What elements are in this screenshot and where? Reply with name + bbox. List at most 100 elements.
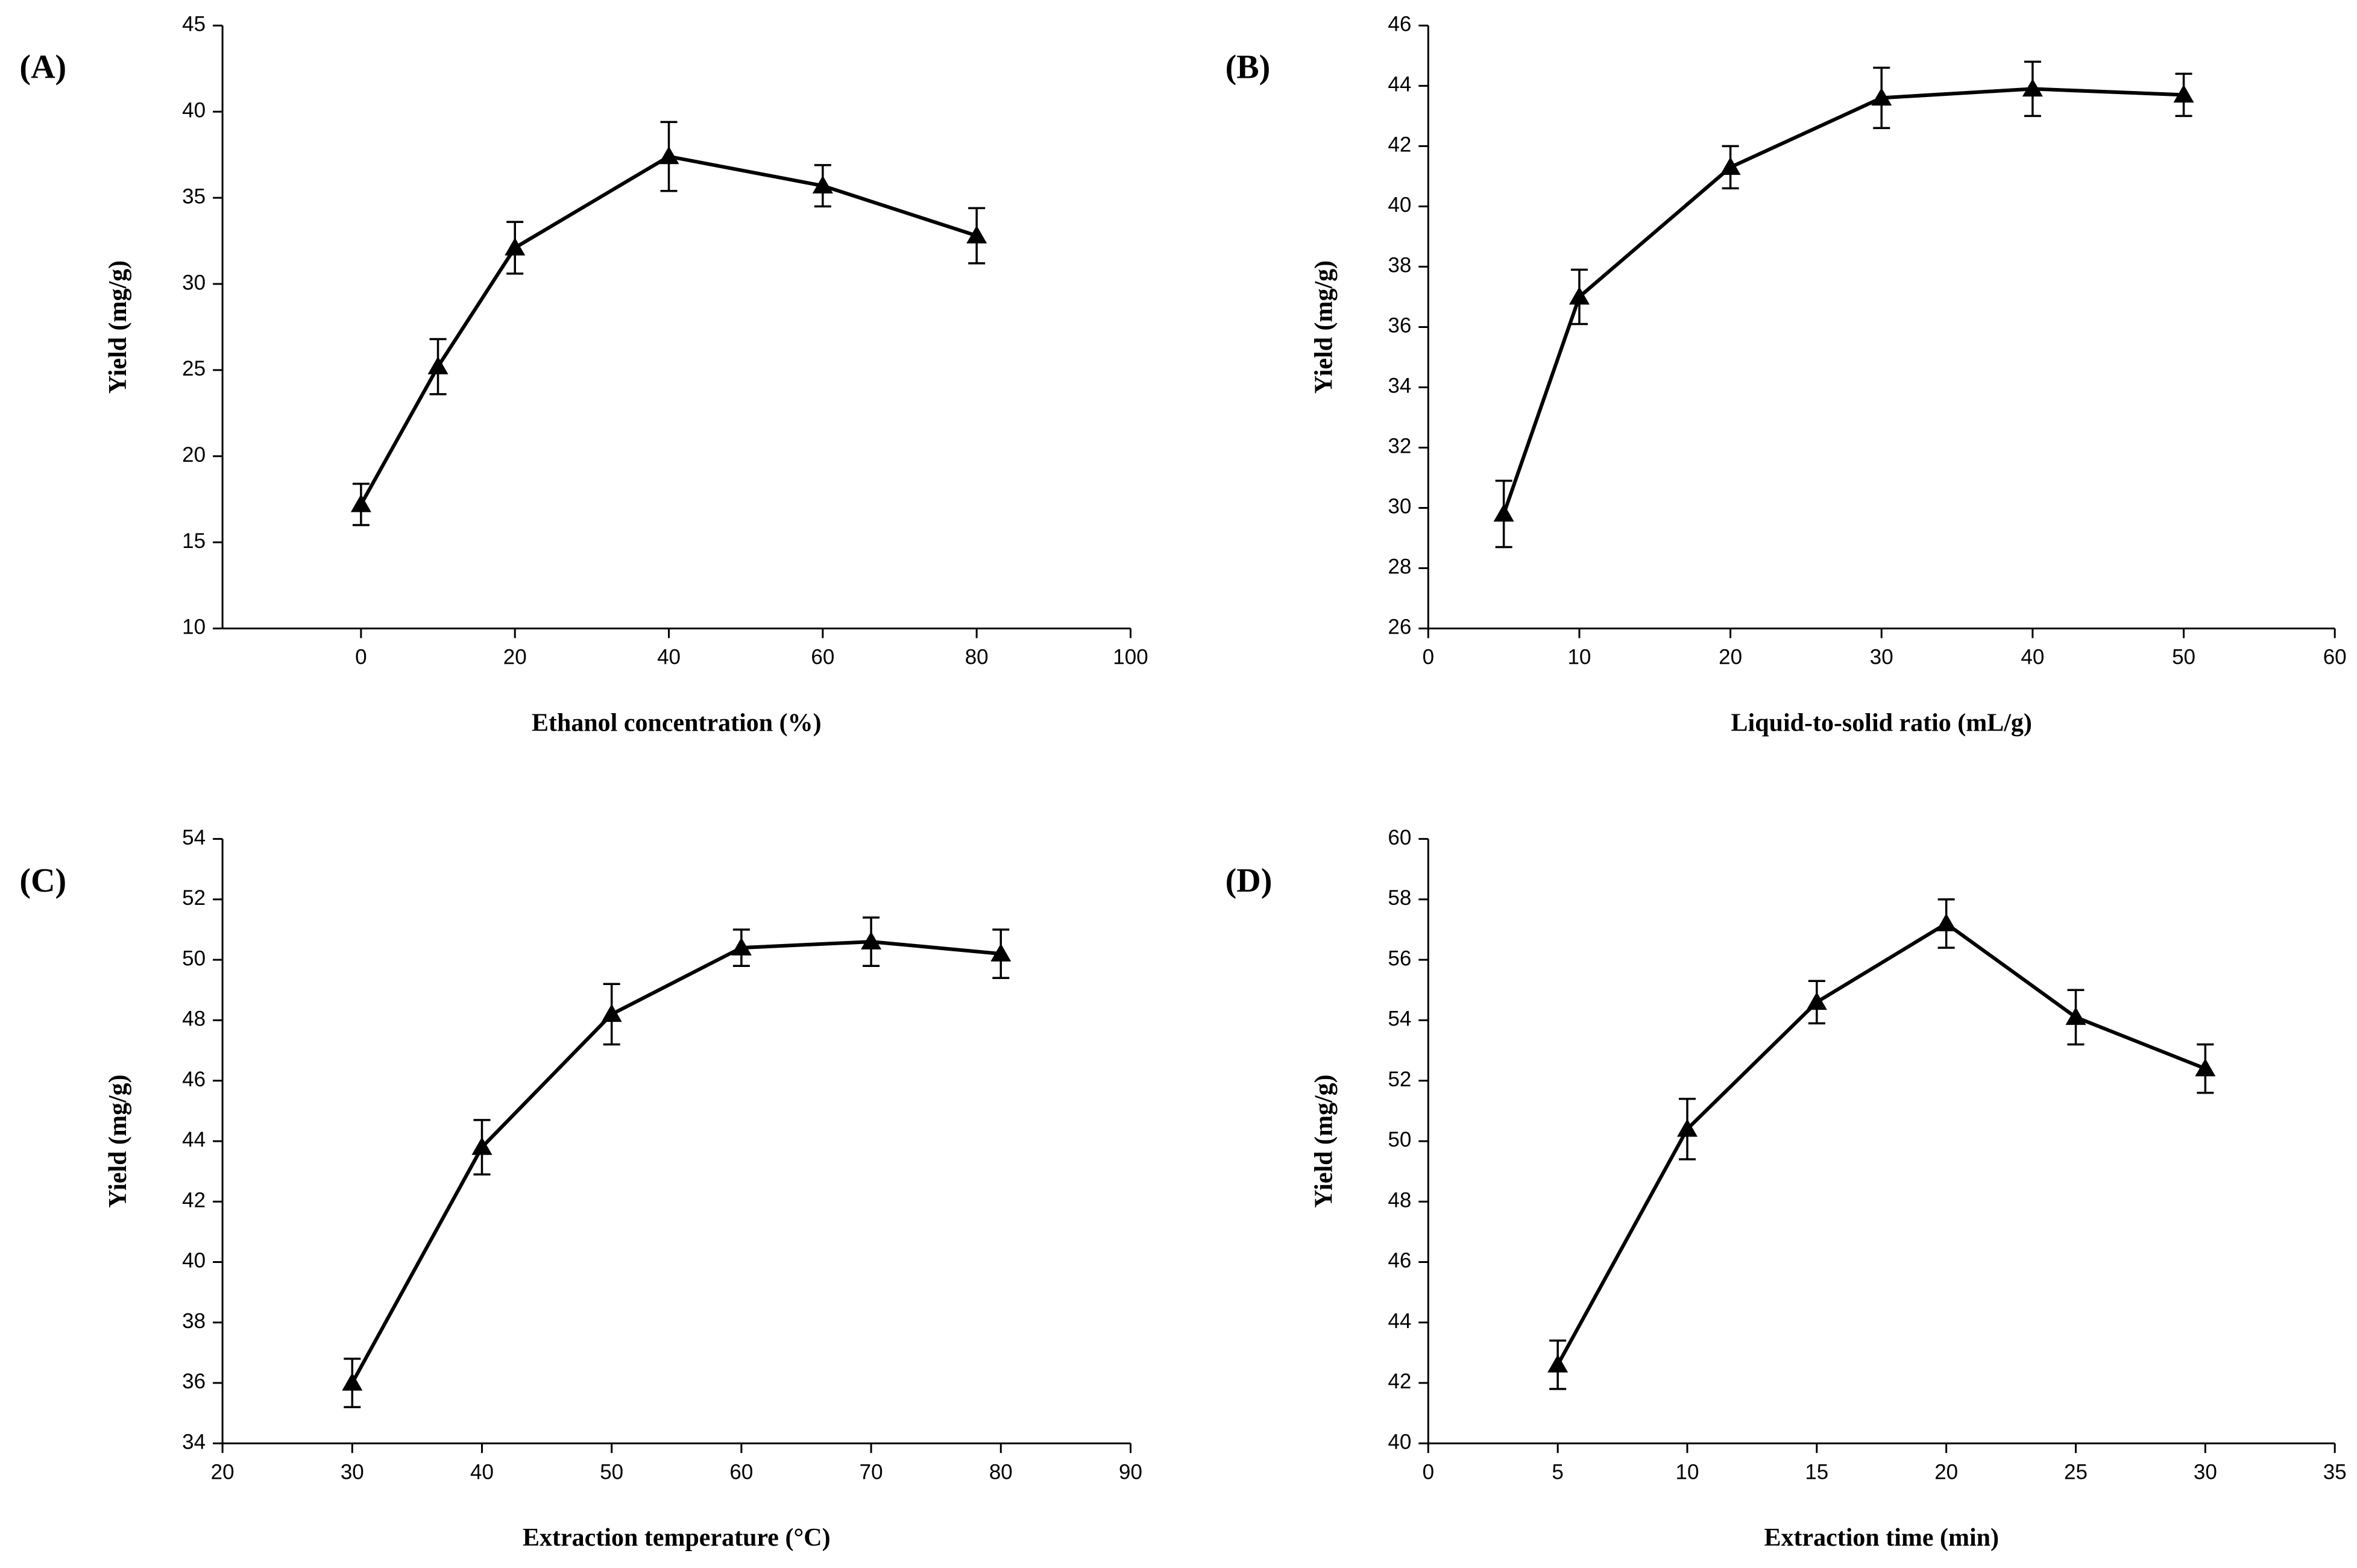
y-tick-label: 40 <box>182 1249 206 1273</box>
y-tick-label: 58 <box>1388 886 1411 910</box>
x-tick-label: 40 <box>470 1460 494 1484</box>
x-tick-label: 20 <box>1934 1460 1958 1484</box>
y-tick-label: 44 <box>1388 73 1411 96</box>
marker <box>966 225 987 244</box>
y-tick-label: 30 <box>182 271 206 294</box>
marker <box>505 238 526 256</box>
y-tick-label: 52 <box>182 886 206 910</box>
y-tick-label: 38 <box>182 1309 206 1333</box>
x-axis-label: Extraction time (min) <box>1764 1524 1999 1552</box>
marker <box>990 943 1012 962</box>
panel-label: (B) <box>1226 49 1271 86</box>
y-tick-label: 48 <box>1388 1188 1411 1212</box>
x-tick-label: 30 <box>341 1460 364 1484</box>
marker <box>1871 87 1892 106</box>
marker <box>2022 78 2043 97</box>
x-tick-label: 20 <box>503 646 527 669</box>
x-tick-label: 15 <box>1805 1460 1828 1484</box>
y-tick-label: 45 <box>182 13 206 36</box>
x-axis-label: Ethanol concentration (%) <box>532 709 822 737</box>
x-tick-label: 0 <box>1423 646 1434 669</box>
y-tick-label: 46 <box>1388 1249 1411 1273</box>
y-tick-label: 40 <box>1388 1430 1411 1453</box>
x-tick-label: 20 <box>1719 646 1742 669</box>
y-tick-label: 52 <box>1388 1068 1411 1091</box>
x-tick-label: 90 <box>1119 1460 1142 1484</box>
x-tick-label: 60 <box>811 646 834 669</box>
panel-label: (D) <box>1226 862 1273 899</box>
marker <box>731 937 752 956</box>
y-axis-label: Yield (mg/g) <box>104 1074 132 1207</box>
x-tick-label: 30 <box>1870 646 1893 669</box>
x-tick-label: 80 <box>989 1460 1013 1484</box>
y-axis-label: Yield (mg/g) <box>1310 260 1338 394</box>
y-tick-label: 50 <box>182 946 206 970</box>
x-tick-label: 50 <box>2172 646 2195 669</box>
marker <box>1720 157 1741 175</box>
y-tick-label: 42 <box>1388 1370 1411 1393</box>
marker <box>427 356 448 374</box>
data-line <box>1556 922 2206 1366</box>
y-tick-label: 34 <box>1388 374 1411 398</box>
marker <box>861 931 882 949</box>
y-tick-label: 28 <box>1388 555 1411 579</box>
y-tick-label: 46 <box>182 1068 206 1091</box>
x-tick-label: 0 <box>355 646 367 669</box>
x-tick-label: 0 <box>1423 1460 1434 1484</box>
y-axis-label: Yield (mg/g) <box>104 260 132 394</box>
y-tick-label: 30 <box>1388 495 1411 518</box>
x-tick-label: 100 <box>1113 646 1148 669</box>
x-tick-label: 10 <box>1676 1460 1699 1484</box>
marker <box>2065 1007 2086 1025</box>
marker <box>2195 1058 2216 1077</box>
y-tick-label: 42 <box>182 1188 206 1212</box>
y-tick-label: 42 <box>1388 133 1411 157</box>
marker <box>2173 84 2194 103</box>
x-tick-label: 20 <box>211 1460 234 1484</box>
x-tick-label: 70 <box>860 1460 883 1484</box>
data-line <box>350 940 1001 1384</box>
y-tick-label: 10 <box>182 616 206 639</box>
y-tick-label: 54 <box>182 826 206 849</box>
y-tick-label: 56 <box>1388 946 1411 970</box>
panel-label: (C) <box>19 862 66 899</box>
marker <box>1676 1118 1698 1137</box>
x-tick-label: 60 <box>729 1460 753 1484</box>
panel-label: (A) <box>19 49 66 86</box>
y-tick-label: 38 <box>1388 254 1411 277</box>
y-tick-label: 34 <box>182 1430 206 1453</box>
y-tick-label: 50 <box>1388 1128 1411 1151</box>
y-tick-label: 48 <box>182 1007 206 1031</box>
x-tick-label: 35 <box>2323 1460 2347 1484</box>
y-tick-label: 46 <box>1388 13 1411 36</box>
marker <box>471 1136 492 1155</box>
x-tick-label: 60 <box>2323 646 2347 669</box>
x-tick-label: 30 <box>2194 1460 2217 1484</box>
marker <box>1547 1354 1569 1373</box>
y-tick-label: 40 <box>182 99 206 122</box>
x-axis-label: Liquid-to-solid ratio (mL/g) <box>1731 709 2032 737</box>
x-tick-label: 80 <box>965 646 989 669</box>
y-tick-label: 40 <box>1388 194 1411 217</box>
x-tick-label: 10 <box>1567 646 1591 669</box>
x-tick-label: 50 <box>600 1460 623 1484</box>
marker <box>1493 503 1514 522</box>
y-tick-label: 15 <box>182 529 206 553</box>
x-tick-label: 40 <box>2021 646 2044 669</box>
y-tick-label: 44 <box>182 1128 206 1151</box>
y-tick-label: 35 <box>182 184 206 208</box>
marker <box>342 1372 363 1391</box>
y-tick-label: 25 <box>182 357 206 380</box>
x-tick-label: 40 <box>657 646 681 669</box>
y-tick-label: 54 <box>1388 1007 1411 1031</box>
x-axis-label: Extraction temperature (°C) <box>523 1524 831 1552</box>
y-axis-label: Yield (mg/g) <box>1310 1074 1338 1207</box>
y-tick-label: 60 <box>1388 826 1411 849</box>
marker <box>350 494 371 512</box>
x-tick-label: 5 <box>1552 1460 1563 1484</box>
y-tick-label: 26 <box>1388 616 1411 639</box>
y-tick-label: 32 <box>1388 435 1411 458</box>
y-tick-label: 36 <box>182 1370 206 1393</box>
y-tick-label: 44 <box>1388 1309 1411 1333</box>
